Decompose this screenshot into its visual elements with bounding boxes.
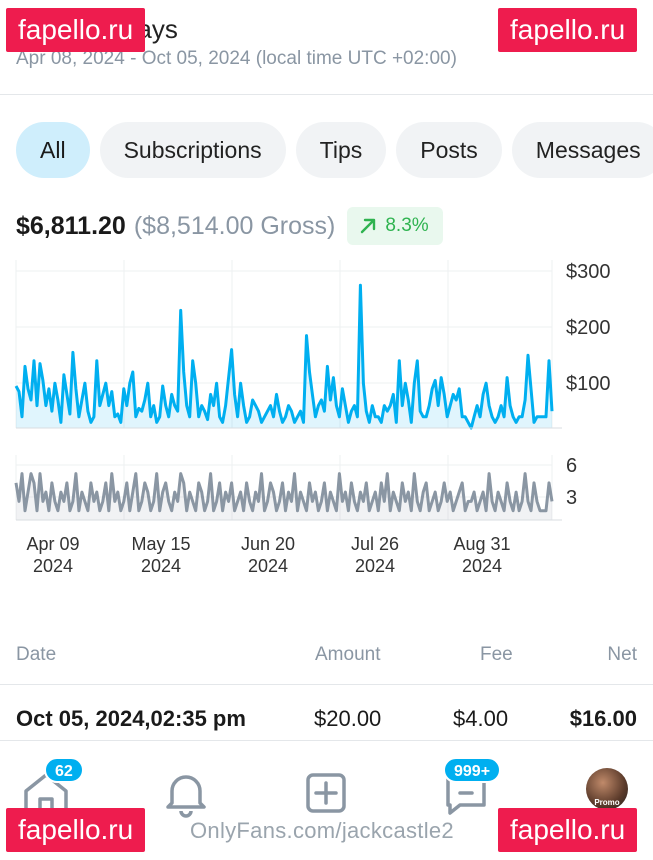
filter-chip-subscriptions[interactable]: Subscriptions	[99, 122, 286, 178]
x-tick-label: Aug 31	[453, 534, 510, 554]
watermark-top-right: fapello.ru	[498, 8, 638, 52]
net-earnings: $6,811.20	[16, 211, 126, 240]
change-badge: 8.3%	[347, 207, 443, 245]
table-header: Date Amount Fee Net	[16, 644, 637, 674]
table-row[interactable]: Oct 05, 2024,02:35 pm $20.00 $4.00 $16.0…	[16, 706, 637, 740]
x-tick-label-year: 2024	[141, 556, 181, 576]
y-tick-label: $200	[566, 317, 611, 339]
y-tick-label: $300	[566, 261, 611, 283]
home-badge: 62	[44, 757, 84, 783]
series-line-0	[14, 283, 554, 430]
filter-chip-tips[interactable]: Tips	[295, 122, 387, 178]
watermark-bottom-left: fapello.ru	[6, 808, 146, 852]
avatar[interactable]: Promo	[586, 768, 628, 810]
message-icon	[446, 777, 486, 815]
row-fee: $4.00	[453, 706, 509, 731]
earnings-summary: $6,811.20 ($8,514.00 Gross) 8.3%	[16, 206, 443, 246]
change-percent: 8.3%	[385, 215, 429, 236]
col-date: Date	[16, 644, 57, 665]
x-tick-label: Apr 09	[26, 534, 79, 554]
watermark-top-left: fapello.ru	[6, 8, 146, 52]
watermark-url: OnlyFans.com/jackcastle2	[190, 818, 454, 843]
date-range: Apr 08, 2024 - Oct 05, 2024 (local time …	[16, 48, 457, 69]
y-tick-label: 6	[566, 455, 577, 477]
bell-icon	[166, 775, 206, 818]
col-amount: Amount	[315, 644, 381, 665]
gross-earnings: ($8,514.00 Gross)	[133, 211, 336, 240]
messages-badge: 999+	[443, 757, 502, 783]
watermark-bottom-right: fapello.ru	[498, 808, 638, 852]
x-tick-label-year: 2024	[33, 556, 73, 576]
x-tick-label-year: 2024	[462, 556, 502, 576]
col-net: Net	[607, 644, 637, 665]
filter-chip-posts[interactable]: Posts	[396, 122, 502, 178]
col-fee: Fee	[480, 644, 513, 665]
series-area-0	[16, 285, 552, 428]
y-tick-label: $100	[566, 373, 611, 395]
row-date: Oct 05, 2024,02:35 pm	[16, 706, 246, 731]
filter-chip-messages[interactable]: Messages	[511, 122, 653, 178]
x-tick-label-year: 2024	[355, 556, 395, 576]
series-line-1	[14, 472, 554, 513]
nav-notifications[interactable]	[156, 763, 216, 823]
avatar-promo-label: Promo	[594, 798, 620, 807]
table-divider	[0, 684, 653, 685]
row-net: $16.00	[569, 706, 637, 731]
header-divider	[0, 94, 653, 95]
arrow-up-right-icon	[361, 218, 376, 234]
filter-chip-all[interactable]: All	[16, 122, 90, 178]
x-tick-label: Jul 26	[351, 534, 399, 554]
x-tick-label-year: 2024	[248, 556, 288, 576]
y-tick-label: 3	[566, 487, 577, 509]
add-post-icon	[306, 773, 346, 813]
nav-messages[interactable]	[436, 763, 496, 823]
x-tick-label: Jun 20	[241, 534, 295, 554]
filter-chips: All Subscriptions Tips Posts Messages	[16, 122, 653, 178]
nav-add[interactable]	[296, 763, 356, 823]
x-tick-label: May 15	[131, 534, 190, 554]
row-amount: $20.00	[314, 706, 382, 731]
